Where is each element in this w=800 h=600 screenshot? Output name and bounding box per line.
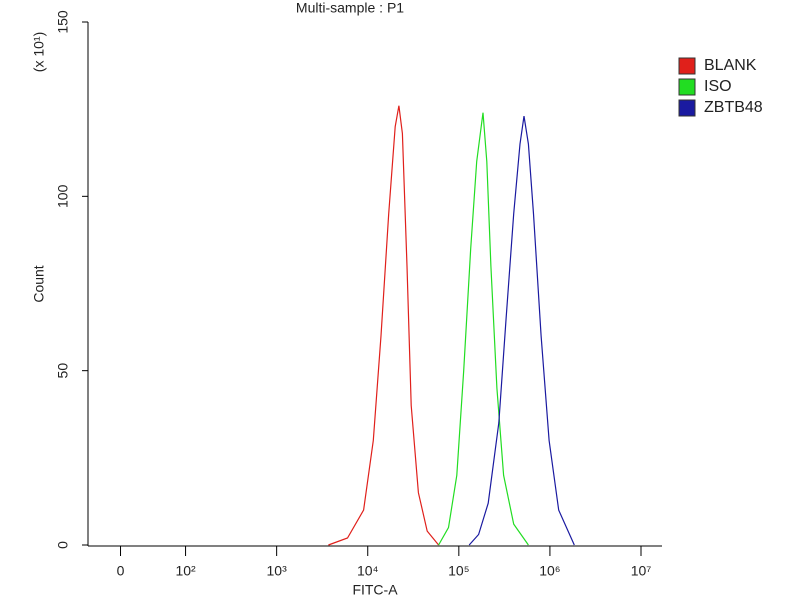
- x-tick-label: 10³: [267, 563, 288, 579]
- legend-label: ZBTB48: [704, 99, 763, 116]
- y-axis-label: Count: [31, 265, 47, 302]
- legend-label: ISO: [704, 78, 732, 95]
- histogram-line: [328, 105, 440, 546]
- x-tick-label: 10⁶: [539, 563, 560, 579]
- x-tick-label: 10⁷: [631, 563, 652, 579]
- legend-swatch: [678, 57, 696, 75]
- x-tick-label: 10⁵: [448, 563, 469, 579]
- x-tick-label: 10⁴: [357, 563, 379, 579]
- chart-title: Multi-sample : P1: [296, 0, 404, 16]
- histogram-line: [438, 112, 529, 546]
- legend-swatch: [678, 99, 696, 117]
- y-multiplier: (x 10¹): [31, 32, 47, 72]
- y-tick-label: 100: [55, 184, 71, 208]
- x-tick-label: 10²: [175, 563, 196, 579]
- legend-label: BLANK: [704, 57, 757, 74]
- y-tick-label: 50: [55, 363, 71, 379]
- x-axis-label: FITC-A: [352, 582, 398, 598]
- legend-swatch: [678, 78, 696, 96]
- y-tick-label: 0: [55, 541, 71, 549]
- histogram-line: [468, 116, 575, 546]
- y-tick-label: 150: [55, 10, 71, 34]
- x-tick-label: 0: [117, 563, 125, 579]
